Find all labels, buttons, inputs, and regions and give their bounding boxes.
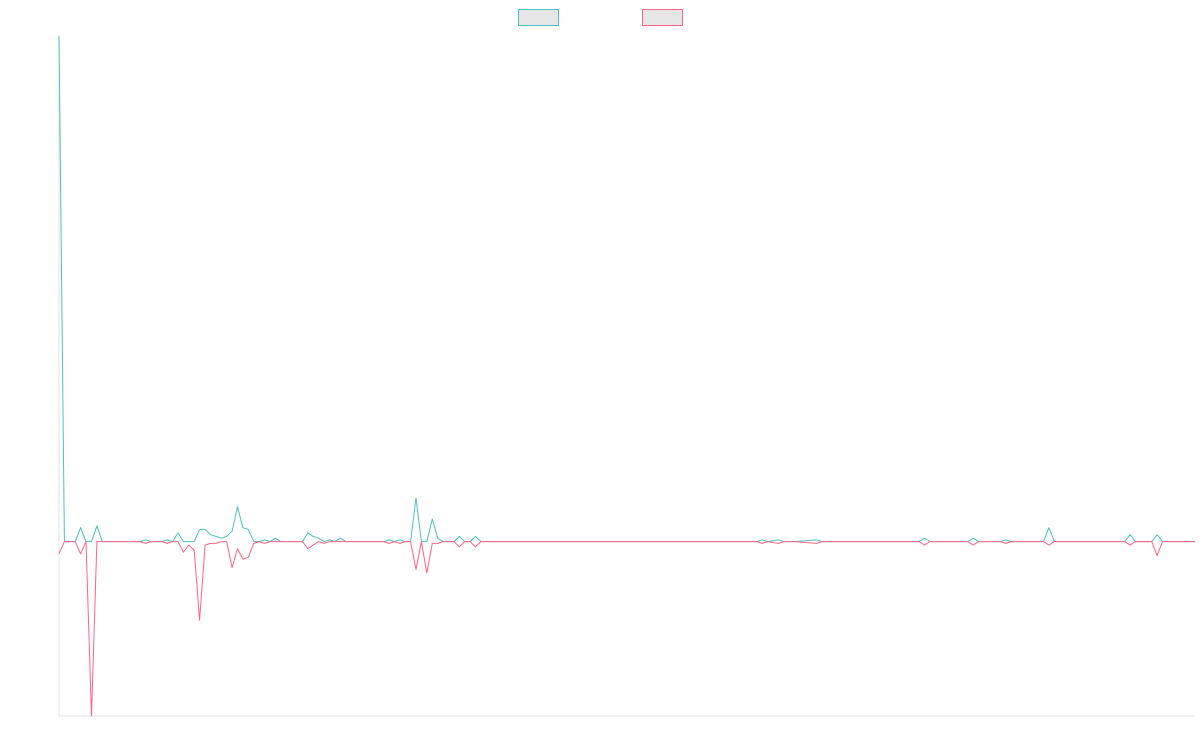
legend-item-2[interactable] — [642, 9, 683, 26]
series-layer — [58, 35, 1195, 717]
series-line-1 — [58, 35, 1195, 543]
legend-item-1[interactable] — [518, 9, 559, 26]
axes — [58, 36, 1195, 717]
legend[interactable] — [518, 9, 683, 26]
series-line-2 — [58, 541, 1195, 717]
